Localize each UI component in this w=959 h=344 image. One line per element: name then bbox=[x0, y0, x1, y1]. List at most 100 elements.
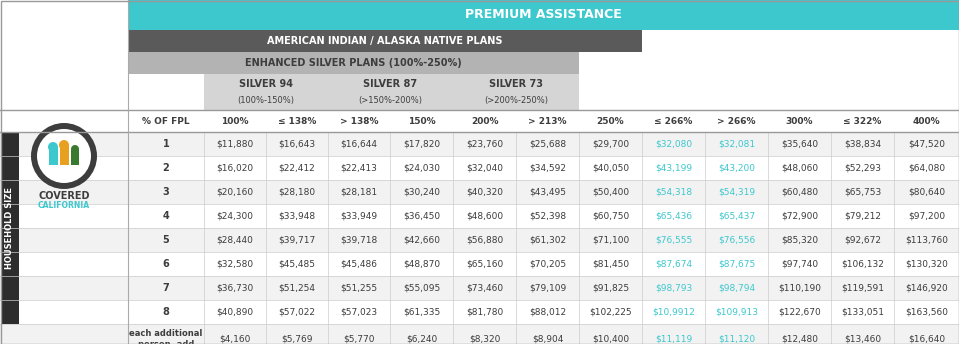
Bar bbox=[128, 30, 642, 52]
Text: $8,320: $8,320 bbox=[469, 334, 501, 344]
Text: HOUSEHOLD SIZE: HOUSEHOLD SIZE bbox=[6, 187, 14, 269]
Text: $109,913: $109,913 bbox=[715, 308, 758, 316]
Circle shape bbox=[48, 142, 58, 152]
Bar bbox=[0, 252, 959, 276]
Text: $25,688: $25,688 bbox=[529, 140, 566, 149]
Text: SILVER 87: SILVER 87 bbox=[363, 79, 417, 89]
Bar bbox=[204, 74, 328, 110]
Text: 4: 4 bbox=[163, 211, 170, 221]
Text: $28,180: $28,180 bbox=[278, 187, 316, 196]
Text: $97,740: $97,740 bbox=[781, 259, 818, 269]
Text: $79,109: $79,109 bbox=[528, 283, 566, 292]
Text: $57,023: $57,023 bbox=[340, 308, 378, 316]
Text: $23,760: $23,760 bbox=[466, 140, 503, 149]
Text: $122,670: $122,670 bbox=[778, 308, 821, 316]
Text: $22,413: $22,413 bbox=[340, 163, 378, 172]
Text: $16,643: $16,643 bbox=[278, 140, 316, 149]
Text: $119,591: $119,591 bbox=[841, 283, 884, 292]
Text: $29,700: $29,700 bbox=[592, 140, 629, 149]
Text: COVERED: COVERED bbox=[38, 191, 90, 201]
Bar bbox=[0, 132, 959, 156]
Text: (>200%-250%): (>200%-250%) bbox=[484, 96, 548, 105]
Text: $73,460: $73,460 bbox=[466, 283, 503, 292]
Text: $16,644: $16,644 bbox=[340, 140, 378, 149]
Text: $10,400: $10,400 bbox=[592, 334, 629, 344]
Text: $32,080: $32,080 bbox=[655, 140, 692, 149]
Text: $4,160: $4,160 bbox=[220, 334, 250, 344]
Text: $60,480: $60,480 bbox=[781, 187, 818, 196]
Text: 7: 7 bbox=[163, 283, 170, 293]
Text: > 138%: > 138% bbox=[339, 117, 378, 126]
Text: $38,834: $38,834 bbox=[844, 140, 881, 149]
Text: $24,030: $24,030 bbox=[403, 163, 440, 172]
Text: $45,486: $45,486 bbox=[340, 259, 378, 269]
Bar bbox=[328, 74, 453, 110]
Text: $13,460: $13,460 bbox=[844, 334, 881, 344]
Text: $64,080: $64,080 bbox=[908, 163, 945, 172]
Bar bbox=[0, 110, 959, 132]
Bar bbox=[0, 228, 959, 252]
Text: $28,440: $28,440 bbox=[217, 236, 253, 245]
Bar bbox=[60, 146, 69, 165]
Text: $130,320: $130,320 bbox=[905, 259, 947, 269]
Text: $52,293: $52,293 bbox=[844, 163, 881, 172]
Text: ENHANCED SILVER PLANS (100%-250%): ENHANCED SILVER PLANS (100%-250%) bbox=[246, 58, 462, 68]
Bar bbox=[71, 150, 79, 165]
Text: > 266%: > 266% bbox=[717, 117, 756, 126]
Text: $65,753: $65,753 bbox=[844, 187, 881, 196]
Text: $92,672: $92,672 bbox=[844, 236, 881, 245]
Text: each additional
person, add: each additional person, add bbox=[129, 329, 202, 344]
Text: $28,181: $28,181 bbox=[340, 187, 378, 196]
Text: $61,302: $61,302 bbox=[529, 236, 566, 245]
Text: $40,890: $40,890 bbox=[217, 308, 253, 316]
Text: $32,580: $32,580 bbox=[217, 259, 253, 269]
Text: $76,556: $76,556 bbox=[718, 236, 755, 245]
Text: $106,132: $106,132 bbox=[841, 259, 884, 269]
Text: 100%: 100% bbox=[222, 117, 248, 126]
Text: $102,225: $102,225 bbox=[589, 308, 632, 316]
Text: $33,948: $33,948 bbox=[278, 212, 316, 221]
Bar bbox=[0, 156, 959, 180]
Text: $54,319: $54,319 bbox=[718, 187, 755, 196]
Text: ≤ 266%: ≤ 266% bbox=[654, 117, 692, 126]
Text: $60,750: $60,750 bbox=[592, 212, 629, 221]
Text: $48,060: $48,060 bbox=[781, 163, 818, 172]
Text: $10,9912: $10,9912 bbox=[652, 308, 695, 316]
Bar bbox=[0, 300, 959, 324]
Text: $11,119: $11,119 bbox=[655, 334, 692, 344]
Text: $36,730: $36,730 bbox=[217, 283, 253, 292]
Bar bbox=[453, 74, 579, 110]
Text: 2: 2 bbox=[163, 163, 170, 173]
Text: $56,880: $56,880 bbox=[466, 236, 503, 245]
Text: $54,318: $54,318 bbox=[655, 187, 692, 196]
Text: $51,255: $51,255 bbox=[340, 283, 378, 292]
Text: 200%: 200% bbox=[471, 117, 499, 126]
Text: $52,398: $52,398 bbox=[529, 212, 566, 221]
Text: $8,904: $8,904 bbox=[532, 334, 563, 344]
Text: $36,450: $36,450 bbox=[403, 212, 440, 221]
Text: $16,020: $16,020 bbox=[217, 163, 253, 172]
Text: $48,870: $48,870 bbox=[403, 259, 440, 269]
Text: 3: 3 bbox=[163, 187, 170, 197]
Text: $17,820: $17,820 bbox=[403, 140, 440, 149]
Text: $72,900: $72,900 bbox=[781, 212, 818, 221]
Text: $11,880: $11,880 bbox=[217, 140, 253, 149]
Text: $87,675: $87,675 bbox=[718, 259, 755, 269]
Text: $87,674: $87,674 bbox=[655, 259, 692, 269]
Text: $65,437: $65,437 bbox=[718, 212, 755, 221]
Circle shape bbox=[37, 129, 91, 183]
Text: $47,520: $47,520 bbox=[908, 140, 945, 149]
Text: AMERICAN INDIAN / ALASKA NATIVE PLANS: AMERICAN INDIAN / ALASKA NATIVE PLANS bbox=[268, 36, 503, 46]
Text: $32,081: $32,081 bbox=[718, 140, 755, 149]
Text: $5,770: $5,770 bbox=[343, 334, 375, 344]
Bar bbox=[0, 204, 959, 228]
Text: 5: 5 bbox=[163, 235, 170, 245]
Text: $35,640: $35,640 bbox=[781, 140, 818, 149]
Text: 1: 1 bbox=[163, 139, 170, 149]
Text: > 213%: > 213% bbox=[528, 117, 567, 126]
Text: $81,450: $81,450 bbox=[592, 259, 629, 269]
Bar bbox=[0, 324, 959, 344]
Text: $48,600: $48,600 bbox=[466, 212, 503, 221]
Text: $42,660: $42,660 bbox=[403, 236, 440, 245]
Text: 6: 6 bbox=[163, 259, 170, 269]
